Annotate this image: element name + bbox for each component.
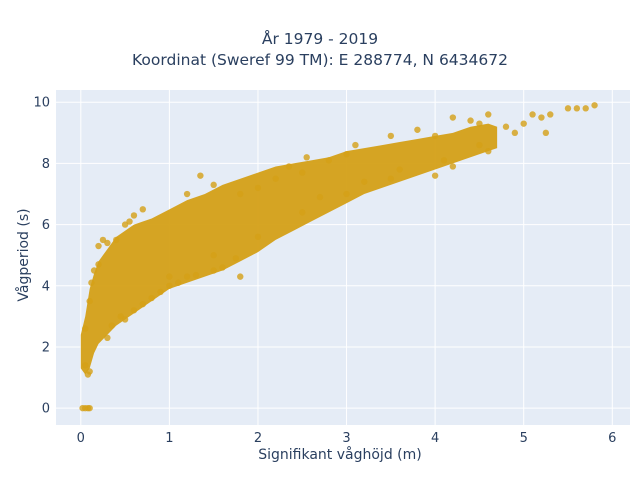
data-point bbox=[86, 404, 93, 412]
y-tick-label: 4 bbox=[42, 279, 50, 294]
data-point bbox=[502, 123, 510, 130]
x-tick-label: 0 bbox=[77, 431, 85, 446]
x-tick-label: 2 bbox=[254, 431, 262, 446]
data-point bbox=[564, 105, 572, 112]
y-axis-ticks: 0 2 4 6 8 10 bbox=[33, 96, 50, 417]
data-point bbox=[130, 307, 138, 314]
x-tick-label: 6 bbox=[608, 431, 616, 446]
data-point bbox=[414, 126, 421, 133]
data-point bbox=[316, 193, 324, 201]
data-point bbox=[237, 190, 244, 198]
x-axis-ticks: 0 1 2 3 4 5 6 bbox=[77, 431, 617, 446]
data-point bbox=[157, 288, 164, 296]
data-point bbox=[542, 129, 550, 137]
data-point bbox=[476, 120, 483, 127]
data-point bbox=[573, 105, 581, 112]
data-point bbox=[538, 114, 545, 121]
y-tick-label: 2 bbox=[42, 340, 50, 355]
data-point bbox=[139, 206, 147, 213]
data-point bbox=[175, 279, 182, 286]
data-point bbox=[299, 209, 306, 216]
data-point bbox=[485, 147, 492, 155]
data-point bbox=[299, 169, 306, 176]
x-axis-title: Signifikant våghöjd (m) bbox=[258, 447, 422, 463]
data-point bbox=[166, 282, 173, 289]
data-point bbox=[108, 322, 116, 329]
data-point bbox=[148, 294, 155, 302]
data-point bbox=[192, 271, 200, 279]
data-point bbox=[86, 297, 93, 305]
data-point bbox=[582, 105, 589, 112]
data-point bbox=[254, 184, 262, 192]
data-point bbox=[254, 233, 262, 241]
data-point bbox=[104, 334, 111, 342]
data-point bbox=[237, 273, 244, 280]
data-point bbox=[272, 175, 279, 182]
data-point bbox=[197, 172, 204, 179]
x-tick-label: 3 bbox=[342, 431, 350, 446]
data-point bbox=[511, 129, 519, 137]
y-tick-label: 0 bbox=[42, 402, 50, 417]
data-point bbox=[476, 141, 483, 149]
data-point bbox=[529, 111, 536, 118]
data-point bbox=[303, 154, 310, 161]
data-point bbox=[343, 190, 350, 198]
data-point bbox=[440, 157, 448, 164]
data-point bbox=[183, 273, 191, 280]
data-point bbox=[210, 181, 217, 189]
data-point bbox=[121, 316, 129, 323]
data-point bbox=[183, 190, 191, 198]
data-point bbox=[449, 163, 457, 170]
x-tick-label: 4 bbox=[431, 431, 439, 446]
data-point bbox=[86, 368, 93, 375]
data-point bbox=[90, 267, 98, 274]
data-point bbox=[325, 157, 333, 164]
data-point bbox=[99, 236, 107, 244]
y-axis-title: Vågperiod (s) bbox=[16, 208, 32, 302]
data-point bbox=[485, 111, 492, 118]
data-point bbox=[396, 166, 403, 173]
data-point bbox=[219, 264, 226, 271]
y-tick-label: 10 bbox=[33, 96, 50, 111]
data-point bbox=[166, 273, 173, 280]
data-point bbox=[352, 141, 359, 149]
data-density-band bbox=[80, 123, 498, 375]
chart-title-line-2: Koordinat (Sweref 99 TM): E 288774, N 64… bbox=[132, 51, 508, 69]
data-point bbox=[520, 120, 527, 127]
data-point bbox=[95, 261, 102, 268]
data-point bbox=[387, 132, 395, 140]
data-point bbox=[113, 236, 120, 244]
data-point bbox=[467, 117, 474, 124]
y-tick-label: 8 bbox=[42, 157, 50, 172]
data-point bbox=[88, 279, 95, 286]
data-point bbox=[449, 114, 457, 121]
data-point bbox=[130, 212, 138, 219]
x-tick-label: 5 bbox=[520, 431, 528, 446]
data-point bbox=[591, 102, 598, 109]
data-density-envelope bbox=[80, 123, 498, 375]
data-point bbox=[361, 178, 368, 185]
data-point bbox=[547, 111, 554, 118]
data-point bbox=[82, 325, 89, 332]
data-point bbox=[387, 175, 395, 182]
data-point bbox=[95, 242, 102, 250]
data-point bbox=[126, 218, 133, 225]
data-point bbox=[232, 255, 240, 262]
data-points bbox=[79, 102, 598, 412]
data-point bbox=[82, 362, 89, 369]
y-tick-label: 6 bbox=[42, 218, 50, 233]
data-point bbox=[139, 300, 147, 308]
data-point bbox=[285, 163, 293, 170]
chart-title-line-1: År 1979 - 2019 bbox=[261, 30, 379, 48]
data-point bbox=[210, 252, 217, 259]
data-point bbox=[431, 132, 439, 140]
data-point bbox=[343, 151, 350, 158]
x-tick-label: 1 bbox=[165, 431, 173, 446]
data-point bbox=[431, 172, 439, 179]
data-point bbox=[210, 267, 217, 274]
